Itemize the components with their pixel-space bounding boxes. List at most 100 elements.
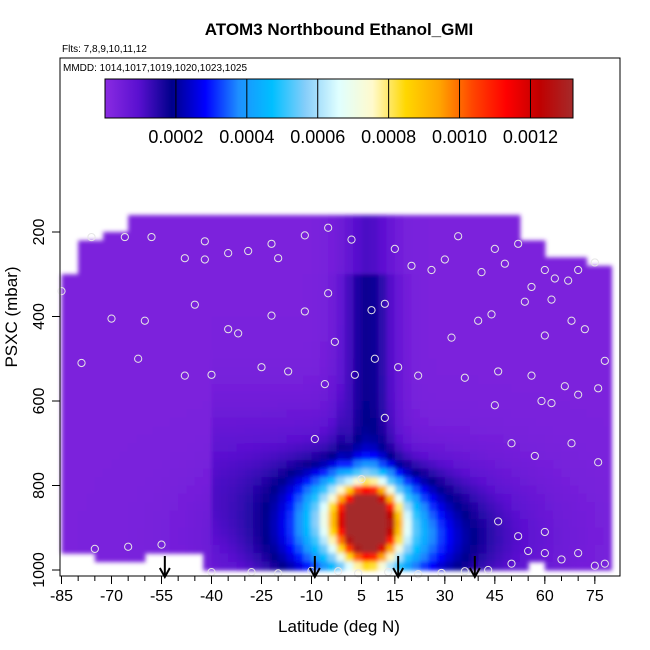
heatmap-cell [153, 426, 163, 436]
heatmap-cell [144, 519, 154, 529]
heatmap-cell [378, 316, 388, 326]
heatmap-cell [186, 519, 196, 529]
heatmap-cell [69, 392, 79, 402]
heatmap-cell [69, 324, 79, 334]
heatmap-cell [278, 341, 288, 351]
heatmap-cell [144, 341, 154, 351]
heatmap-cell [311, 409, 321, 419]
heatmap-cell [161, 248, 171, 258]
y-axis-label: PSXC (mbar) [2, 266, 21, 367]
heatmap-cell [236, 299, 246, 309]
heatmap-cell [261, 493, 271, 503]
heatmap-cell [294, 375, 304, 385]
heatmap-cell [478, 308, 488, 318]
heatmap-cell [269, 519, 279, 529]
heatmap-cell [461, 519, 471, 529]
heatmap-cell [553, 527, 563, 537]
heatmap-cell [186, 493, 196, 503]
heatmap-cell [178, 358, 188, 368]
sample-point [490, 244, 499, 253]
heatmap-cell [136, 308, 146, 318]
heatmap-cell [411, 291, 421, 301]
heatmap-cell [219, 384, 229, 394]
heatmap-cell [311, 232, 321, 242]
heatmap-cell [244, 460, 254, 470]
heatmap-cell [528, 324, 538, 334]
heatmap-cell [444, 265, 454, 275]
heatmap-cell [553, 358, 563, 368]
heatmap-cell [78, 468, 88, 478]
heatmap-cell [103, 519, 113, 529]
heatmap-cell [511, 519, 521, 529]
heatmap-cell [161, 232, 171, 242]
heatmap-cell [569, 375, 579, 385]
heatmap-cell [161, 350, 171, 360]
heatmap-cell [544, 384, 554, 394]
heatmap-cell [336, 358, 346, 368]
heatmap-cell [336, 401, 346, 411]
heatmap-cell [119, 417, 129, 427]
heatmap-cell [394, 308, 404, 318]
heatmap-cell [111, 401, 121, 411]
heatmap-cell [361, 434, 371, 444]
heatmap-cell [194, 468, 204, 478]
heatmap-cell [494, 493, 504, 503]
heatmap-cell [428, 493, 438, 503]
heatmap-cell [336, 215, 346, 225]
heatmap-cell [278, 477, 288, 487]
heatmap-cell [494, 358, 504, 368]
heatmap-cell [578, 316, 588, 326]
heatmap-cell [128, 434, 138, 444]
heatmap-cell [253, 350, 263, 360]
heatmap-cell [194, 341, 204, 351]
heatmap-cell [194, 502, 204, 512]
heatmap-cell [144, 375, 154, 385]
heatmap-cell [494, 232, 504, 242]
heatmap-cell [78, 392, 88, 402]
heatmap-cell [419, 375, 429, 385]
heatmap-cell [269, 561, 279, 571]
heatmap-cell [236, 248, 246, 258]
heatmap-cell [394, 527, 404, 537]
heatmap-cell [578, 274, 588, 284]
heatmap-cell [128, 282, 138, 292]
heatmap-cell [419, 426, 429, 436]
heatmap-cell [494, 333, 504, 343]
heatmap-cell [603, 519, 613, 529]
heatmap-cell [511, 401, 521, 411]
heatmap-cell [353, 324, 363, 334]
heatmap-cell [211, 485, 221, 495]
heatmap-cell [303, 324, 313, 334]
profile-markers [158, 556, 481, 580]
heatmap-cell [303, 274, 313, 284]
heatmap-cell [136, 468, 146, 478]
heatmap-cell [553, 561, 563, 571]
heatmap-cell [211, 417, 221, 427]
heatmap-cell [586, 401, 596, 411]
heatmap-cell [411, 215, 421, 225]
heatmap-cell [328, 257, 338, 267]
heatmap-cell [144, 248, 154, 258]
heatmap-cell [178, 333, 188, 343]
heatmap-cell [303, 417, 313, 427]
sample-point [427, 265, 436, 275]
heatmap-cell [378, 417, 388, 427]
heatmap-cell [278, 426, 288, 436]
heatmap-cell [236, 561, 246, 571]
heatmap-cell [419, 401, 429, 411]
heatmap-cell [211, 443, 221, 453]
heatmap-cell [478, 519, 488, 529]
heatmap-cell [211, 460, 221, 470]
heatmap-cell [153, 215, 163, 225]
heatmap-cell [119, 493, 129, 503]
heatmap-cell [161, 434, 171, 444]
heatmap-cell [128, 544, 138, 554]
heatmap-cell [194, 257, 204, 267]
heatmap-cell [353, 232, 363, 242]
heatmap-cell [436, 291, 446, 301]
heatmap-cell [511, 350, 521, 360]
heatmap-cell [153, 316, 163, 326]
heatmap-cell [528, 468, 538, 478]
heatmap-cell [444, 248, 454, 258]
heatmap-cell [403, 392, 413, 402]
